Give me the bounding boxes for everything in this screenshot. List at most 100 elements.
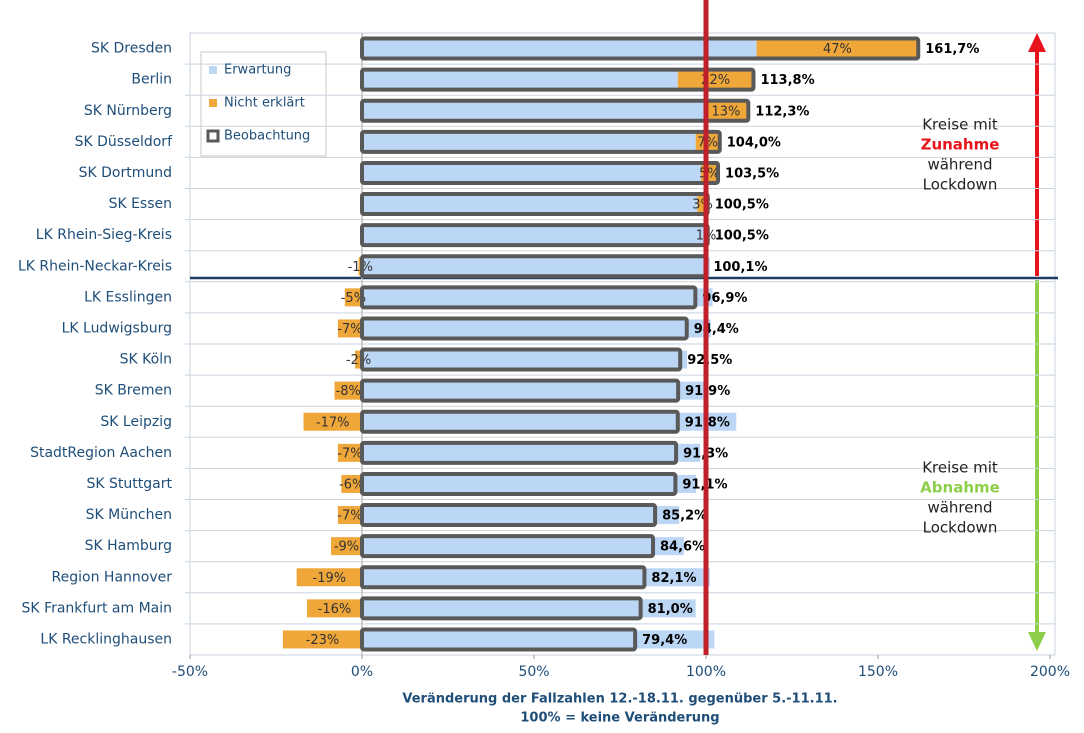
- unexplained-label: -8%: [336, 384, 361, 399]
- category-label: LK Rhein-Neckar-Kreis: [18, 258, 172, 274]
- category-label: SK München: [86, 507, 172, 523]
- category-label: SK Hamburg: [85, 538, 172, 554]
- bar-expected: [362, 257, 710, 276]
- bar-expected: [362, 568, 710, 587]
- legend: [200, 51, 327, 157]
- unexplained-label: -2%: [346, 353, 371, 368]
- bar-unexplained: [703, 101, 749, 120]
- bar-unexplained: [296, 568, 362, 587]
- legend-label: Beobachtung: [224, 129, 310, 144]
- bar-observed: [360, 596, 643, 621]
- category-label: Berlin: [131, 72, 172, 88]
- unexplained-label: -23%: [306, 633, 340, 648]
- category-label: SK Bremen: [95, 383, 172, 399]
- category-label: SK Stuttgart: [87, 476, 173, 492]
- unexplained-label: -17%: [316, 415, 350, 430]
- annotation: Kreise mit: [922, 116, 998, 134]
- bar-unexplained: [282, 630, 362, 649]
- bar-observed: [360, 534, 656, 559]
- bar-observed: [360, 627, 638, 652]
- unexplained-label: -6%: [339, 477, 364, 492]
- observed-label: 96,9%: [702, 291, 747, 306]
- observed-label: 112,3%: [755, 104, 809, 119]
- category-label: LK Esslingen: [84, 289, 172, 305]
- bar-unexplained: [756, 39, 919, 58]
- unexplained-label: -7%: [337, 322, 362, 337]
- bar-expected: [362, 506, 680, 525]
- unexplained-label: -7%: [337, 509, 362, 524]
- legend-swatch: [209, 99, 217, 107]
- observed-label: 113,8%: [760, 73, 814, 88]
- observed-label: 85,2%: [662, 509, 707, 524]
- category-label: SK Leipzig: [100, 414, 172, 430]
- category-label: StadtRegion Aachen: [30, 445, 172, 461]
- bar-observed: [360, 347, 683, 372]
- bar-observed: [360, 36, 921, 61]
- observed-label: 100,5%: [715, 198, 769, 213]
- bar-expected: [362, 443, 701, 462]
- annotation: während: [927, 499, 992, 517]
- category-label: Region Hannover: [52, 569, 173, 585]
- bar-observed: [360, 565, 647, 590]
- arrow-up-head: [1028, 33, 1046, 52]
- bar-observed: [360, 471, 678, 496]
- bar-expected: [362, 630, 715, 649]
- bar-observed: [360, 440, 679, 465]
- bar-expected: [362, 350, 688, 369]
- category-label: LK Rhein-Sieg-Kreis: [36, 227, 172, 243]
- x-tick-label: 200%: [1030, 664, 1070, 680]
- bar-unexplained: [355, 350, 362, 369]
- bar-expected: [362, 474, 697, 493]
- bar-expected: [362, 70, 678, 89]
- bar-observed: [360, 98, 751, 123]
- bar-unexplained: [337, 319, 362, 338]
- unexplained-label: 13%: [711, 104, 740, 119]
- x-axis-title: Veränderung der Fallzahlen 12.-18.11. ge…: [402, 692, 837, 707]
- observed-label: 103,5%: [725, 166, 779, 181]
- bar-unexplained: [341, 474, 362, 493]
- legend-label: Erwartung: [224, 63, 291, 78]
- unexplained-label: -19%: [313, 571, 347, 586]
- bar-expected: [362, 226, 705, 245]
- bar-observed: [360, 409, 680, 434]
- unexplained-label: -16%: [318, 602, 352, 617]
- bar-unexplained: [337, 443, 362, 462]
- bar-expected: [362, 381, 706, 400]
- observed-label: 100,5%: [715, 229, 769, 244]
- observed-label: 79,4%: [642, 633, 687, 648]
- unexplained-label: -5%: [341, 291, 366, 306]
- arrow-down-head: [1028, 632, 1046, 651]
- bar-observed: [360, 67, 756, 92]
- x-tick-label: 150%: [858, 664, 898, 680]
- bar-expected: [362, 319, 711, 338]
- observed-label: 84,6%: [660, 540, 705, 555]
- observed-label: 82,1%: [651, 571, 696, 586]
- bar-expected: [362, 101, 704, 120]
- bar-unexplained: [331, 537, 362, 556]
- bar-unexplained: [344, 288, 362, 307]
- category-label: SK Nürnberg: [84, 103, 172, 119]
- category-label: SK Köln: [120, 352, 172, 368]
- bar-expected: [362, 163, 701, 182]
- observed-label: 104,0%: [727, 135, 781, 150]
- bar-expected: [362, 132, 696, 151]
- bar-unexplained: [334, 381, 362, 400]
- annotation: Abnahme: [920, 479, 1000, 497]
- annotation: während: [927, 156, 992, 174]
- bar-expected: [362, 412, 737, 431]
- category-label: SK Dortmund: [79, 165, 172, 181]
- x-axis-title: 100% = keine Veränderung: [520, 711, 719, 726]
- unexplained-label: -9%: [334, 540, 359, 555]
- x-tick-label: 100%: [686, 664, 726, 680]
- bar-unexplained: [337, 506, 362, 525]
- bar-unexplained: [697, 195, 708, 214]
- bar-observed: [360, 316, 689, 341]
- bar-expected: [362, 599, 696, 618]
- bar-expected: [362, 288, 713, 307]
- annotation: Kreise mit: [922, 459, 998, 477]
- bar-observed: [360, 285, 698, 310]
- annotation: Lockdown: [923, 176, 998, 194]
- annotation: Lockdown: [923, 519, 998, 537]
- x-tick-label: -50%: [172, 664, 208, 680]
